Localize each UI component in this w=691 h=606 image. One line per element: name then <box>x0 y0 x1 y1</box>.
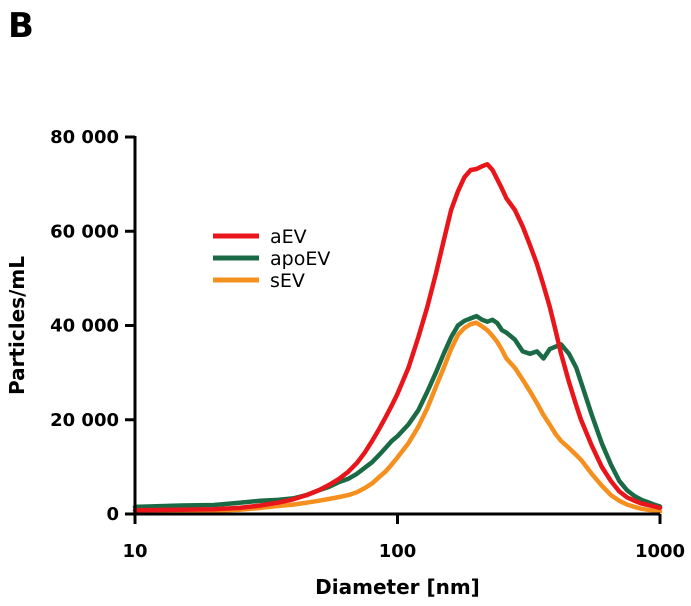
legend-label-sEV: sEV <box>270 270 305 292</box>
legend-label-aEV: aEV <box>270 226 307 248</box>
y-tick-label: 0 <box>106 504 119 525</box>
series-layer <box>132 162 663 515</box>
y-tick-label: 60 000 <box>50 221 119 242</box>
legend-label-apoEV: apoEV <box>270 248 330 270</box>
series-line-apoEV <box>132 313 663 510</box>
y-tick-label: 20 000 <box>50 410 119 431</box>
x-tick-label: 100 <box>379 541 417 562</box>
y-tick-label: 40 000 <box>50 316 119 337</box>
x-tick-label: 10 <box>122 541 147 562</box>
series-line-sEV <box>132 320 663 515</box>
x-axis-title: Diameter [nm] <box>315 575 480 599</box>
x-tick-label: 1000 <box>635 541 685 562</box>
y-tick-label: 80 000 <box>50 127 119 148</box>
series-line-aEV <box>132 162 663 513</box>
panel-label: B <box>8 6 34 46</box>
y-axis-title: Particles/mL <box>5 256 29 395</box>
ticks-layer: 0 20 000 40 000 60 000 80 000 10 100 1000 <box>50 127 685 562</box>
